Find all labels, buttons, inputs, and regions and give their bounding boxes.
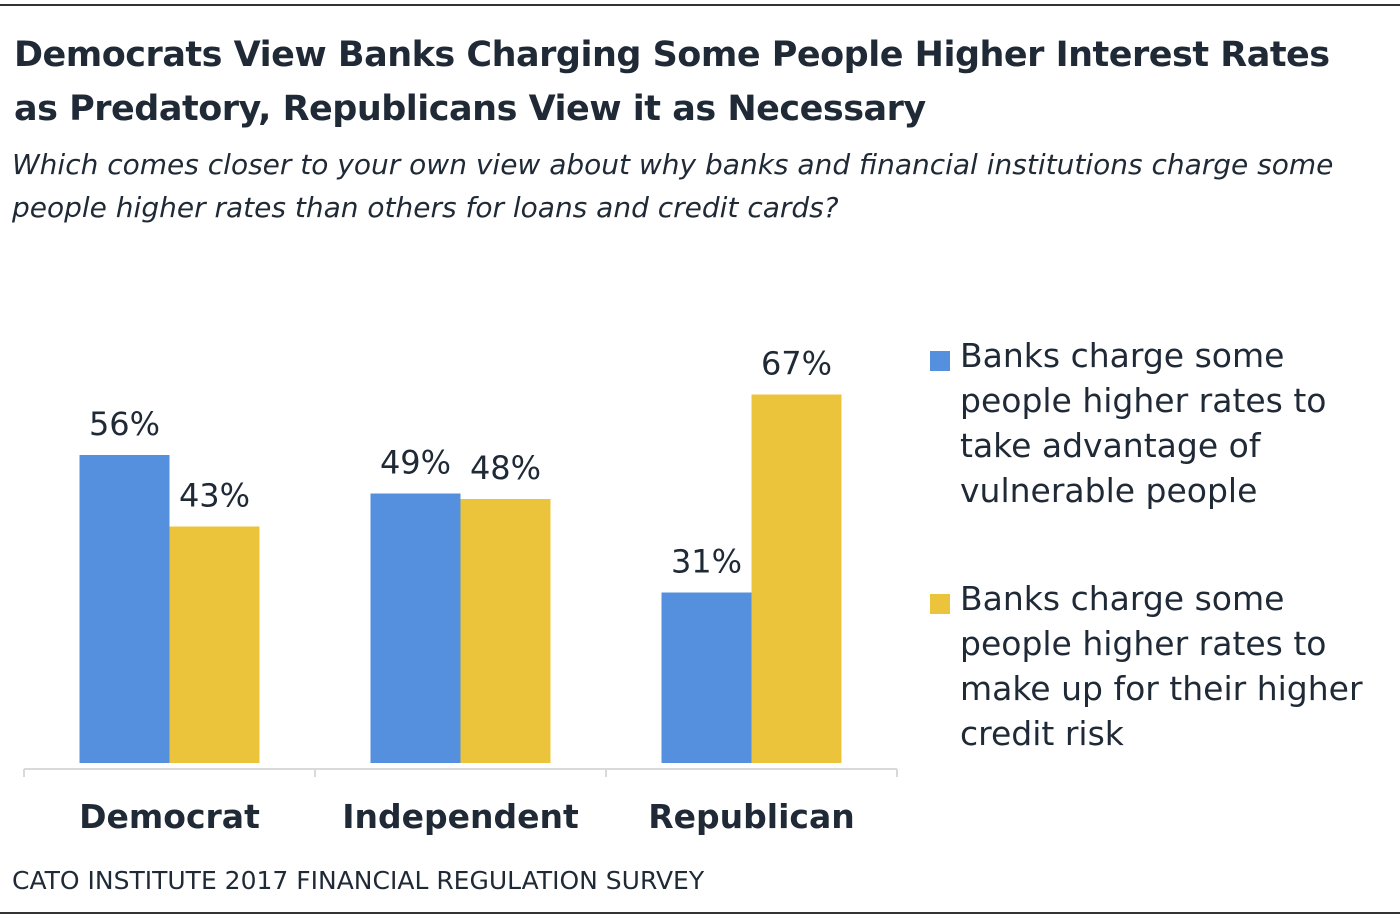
data-label: 43% (179, 477, 250, 515)
bar-republican-series-1 (661, 592, 752, 763)
category-label: Independent (342, 797, 579, 836)
data-label: 56% (89, 405, 160, 443)
top-rule (0, 4, 1400, 6)
bar-republican-series-2 (751, 394, 842, 763)
data-label: 48% (470, 449, 541, 487)
legend-label-series-1: Banks charge some people higher rates to… (960, 336, 1327, 510)
data-label: 49% (380, 444, 451, 482)
bar-chart: 56% 43% Democrat 49% 48% Independent 31% 67% Rep… (23, 345, 898, 836)
data-label: 67% (761, 345, 832, 383)
category-label: Democrat (79, 797, 260, 836)
data-label: 31% (671, 543, 742, 581)
bar-independent-series-1 (370, 493, 461, 763)
bar-democrat-series-1 (79, 455, 170, 763)
chart-title: Democrats View Banks Charging Some Peopl… (14, 35, 1330, 129)
category-label: Republican (648, 797, 854, 836)
legend-swatch-yellow (930, 594, 950, 614)
chart-subtitle: Which comes closer to your own view abou… (12, 148, 1334, 224)
bottom-rule (0, 912, 1400, 914)
legend-label-series-2: Banks charge some people higher rates to… (960, 579, 1363, 753)
bar-independent-series-2 (460, 499, 551, 763)
legend-swatch-blue (930, 351, 950, 371)
bar-democrat-series-2 (169, 526, 260, 763)
source-note: CATO INSTITUTE 2017 FINANCIAL REGULATION… (12, 866, 705, 895)
